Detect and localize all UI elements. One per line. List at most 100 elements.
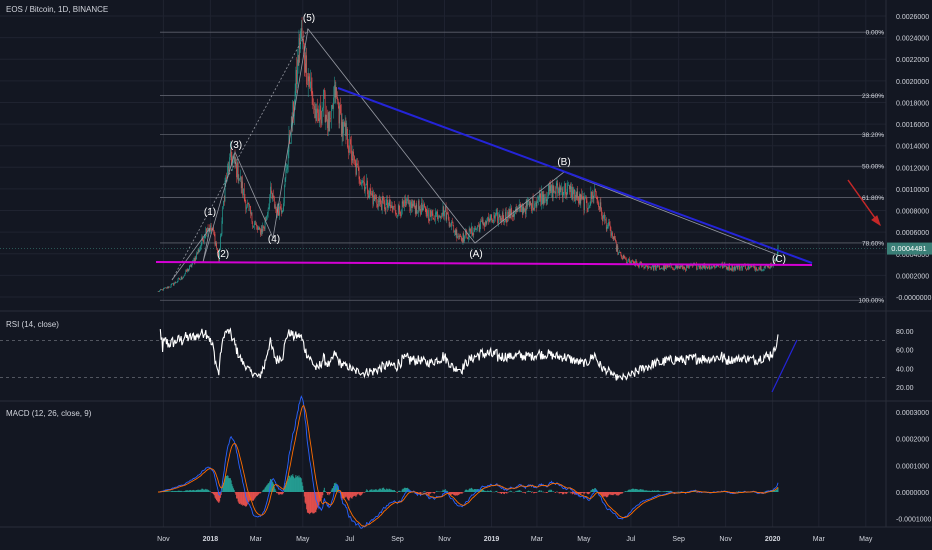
candle-body bbox=[384, 200, 385, 210]
candle-body bbox=[698, 265, 699, 267]
candle-body bbox=[360, 181, 361, 185]
macd-histogram-bar bbox=[385, 489, 387, 492]
rsi-axis[interactable]: 80.00 60.00 40.00 20.00 bbox=[896, 329, 914, 392]
elliott-wave-path[interactable] bbox=[171, 28, 779, 281]
candle-body bbox=[385, 203, 387, 210]
wave-label[interactable]: (5) bbox=[303, 13, 315, 24]
macd-histogram-bar bbox=[659, 491, 661, 492]
candle-body bbox=[513, 213, 515, 217]
candle-body bbox=[354, 156, 355, 161]
macd-histogram-bar bbox=[249, 492, 251, 501]
candle-body bbox=[414, 200, 415, 208]
macd-histogram-bar bbox=[639, 489, 641, 492]
candle-body bbox=[712, 266, 713, 268]
candle-body bbox=[727, 266, 729, 270]
macd-histogram-bar bbox=[179, 490, 181, 492]
macd-histogram-bar bbox=[436, 490, 438, 492]
candle-body bbox=[599, 202, 601, 210]
candle-body bbox=[230, 149, 232, 157]
candle-body bbox=[542, 194, 544, 204]
macd-axis[interactable]: 0.0003000 0.0002000 0.0001000 0.0000000 -0.0… bbox=[896, 410, 932, 524]
dotted-trendline[interactable] bbox=[171, 28, 309, 281]
macd-title[interactable]: MACD (12, 26, close, 9) bbox=[6, 409, 92, 418]
candle-body bbox=[755, 267, 756, 271]
candle-body bbox=[431, 211, 433, 214]
macd-histogram-bar bbox=[674, 492, 676, 493]
wave-label[interactable]: (A) bbox=[469, 249, 482, 260]
time-tick-label: Nov bbox=[157, 536, 170, 543]
candle-body bbox=[511, 215, 513, 217]
candle-body bbox=[556, 183, 558, 186]
wave-label[interactable]: (2) bbox=[217, 249, 229, 260]
macd-histogram-bar bbox=[444, 489, 446, 492]
macd-histogram-bar bbox=[548, 490, 550, 492]
candle-body bbox=[248, 203, 250, 207]
macd-histogram-bar bbox=[216, 492, 218, 501]
fib-level-label: 78.60% bbox=[862, 240, 884, 247]
support-trendline[interactable] bbox=[155, 261, 813, 266]
wave-label[interactable]: (4) bbox=[268, 234, 280, 245]
candle-body bbox=[263, 226, 264, 229]
candle-body bbox=[452, 222, 454, 226]
macd-histogram-bar bbox=[420, 492, 422, 494]
upper-trendline[interactable] bbox=[337, 87, 813, 264]
price-pane[interactable]: 0.00% 23.60% 38.20% 50.00% 61.80% 78.60% 100.0… bbox=[0, 5, 886, 305]
macd-histogram bbox=[162, 474, 779, 515]
candle-body bbox=[728, 264, 730, 270]
macd-histogram-bar bbox=[487, 490, 489, 492]
candle-body bbox=[491, 220, 493, 222]
candle-body bbox=[471, 226, 472, 234]
candle-body bbox=[460, 236, 461, 237]
candle-body bbox=[616, 245, 618, 252]
candle-body bbox=[203, 237, 205, 242]
macd-histogram-bar bbox=[273, 486, 275, 492]
macd-histogram-bar bbox=[486, 491, 488, 492]
candle-body bbox=[184, 273, 186, 276]
candle-body bbox=[595, 188, 596, 193]
macd-histogram-bar bbox=[642, 489, 644, 492]
candle-body bbox=[652, 264, 653, 267]
time-axis[interactable]: Nov 2018 Mar May Jul Sep Nov 2019 Mar May Jul Sep No… bbox=[157, 536, 873, 543]
rsi-title[interactable]: RSI (14, close) bbox=[6, 320, 59, 329]
macd-histogram-bar bbox=[182, 491, 184, 492]
candle-body bbox=[442, 206, 444, 215]
candle-body bbox=[448, 214, 449, 220]
drawing-tools[interactable]: (1) (2) (3) (4) (5) (A) (B) (C) bbox=[0, 13, 886, 281]
macd-histogram-bar bbox=[332, 488, 334, 492]
candle-body bbox=[418, 200, 419, 213]
rsi-trendline[interactable] bbox=[771, 339, 798, 393]
candle-body bbox=[308, 76, 310, 82]
macd-histogram-bar bbox=[465, 489, 467, 492]
candle-body bbox=[249, 205, 250, 207]
macd-histogram-bar bbox=[293, 476, 295, 492]
candle-body bbox=[742, 266, 743, 270]
macd-histogram-bar bbox=[671, 491, 673, 492]
wave-label[interactable]: (3) bbox=[230, 140, 242, 151]
macd-histogram-bar bbox=[517, 490, 519, 492]
rsi-pane[interactable]: RSI (14, close) bbox=[0, 320, 886, 393]
macd-histogram-bar bbox=[605, 492, 607, 498]
fibonacci-retracement[interactable]: 0.00% 23.60% 38.20% 50.00% 61.80% 78.60% 100.0… bbox=[160, 30, 884, 305]
symbol-title[interactable]: EOS / Bitcoin, 1D, BINANCE bbox=[6, 5, 108, 14]
arrow-head-icon[interactable] bbox=[871, 215, 881, 227]
macd-histogram-bar bbox=[282, 492, 284, 495]
candle-body bbox=[475, 228, 477, 230]
wave-label[interactable]: (B) bbox=[557, 157, 570, 168]
candle-body bbox=[346, 128, 347, 136]
candle-body bbox=[651, 266, 652, 269]
candle-body bbox=[186, 269, 188, 272]
macd-histogram-bar bbox=[285, 482, 287, 492]
macd-histogram-bar bbox=[295, 475, 297, 492]
macd-histogram-bar bbox=[248, 492, 250, 502]
price-axis[interactable]: 0.0026000 0.0024000 0.0022000 0.0020000 0.00… bbox=[896, 14, 932, 302]
candle-body bbox=[545, 197, 546, 198]
macd-histogram-bar bbox=[775, 489, 777, 492]
candle-body bbox=[181, 276, 183, 280]
wave-label[interactable]: (C) bbox=[772, 254, 786, 265]
macd-histogram-bar bbox=[233, 489, 235, 492]
wave-label[interactable]: (1) bbox=[204, 207, 216, 218]
candle-body bbox=[528, 201, 529, 202]
macd-pane[interactable]: MACD (12, 26, close, 9) bbox=[6, 395, 779, 529]
macd-histogram-bar bbox=[311, 492, 313, 513]
